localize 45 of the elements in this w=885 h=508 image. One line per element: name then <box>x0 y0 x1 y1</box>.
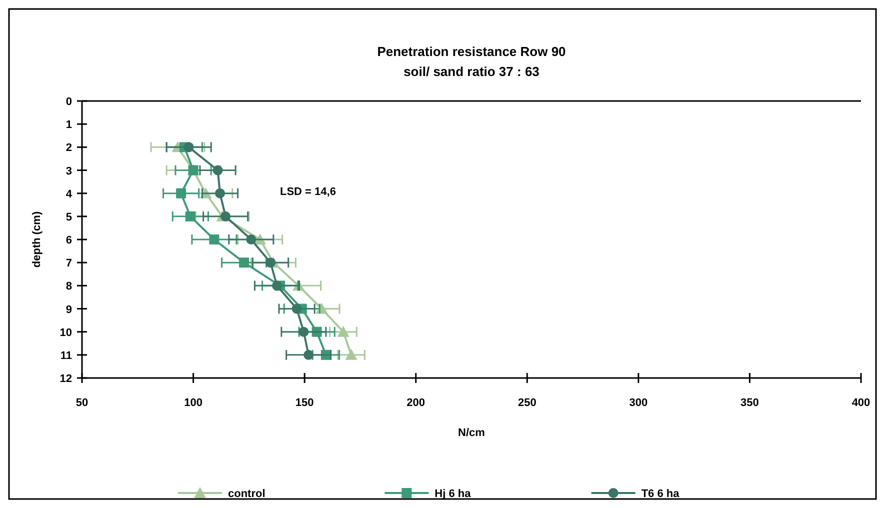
point <box>220 211 231 222</box>
x-tick-label: 250 <box>518 397 536 409</box>
y-tick-label: 11 <box>60 350 72 362</box>
point <box>239 258 250 268</box>
y-axis-title: depth (cm) <box>31 211 43 268</box>
y-tick-label: 4 <box>66 188 73 200</box>
point <box>304 350 314 360</box>
y-tick-label: 10 <box>60 326 72 339</box>
point <box>212 165 223 176</box>
point <box>272 280 282 291</box>
y-tick-label: 3 <box>66 165 72 178</box>
point <box>184 142 194 152</box>
chart-title: Penetration resistance Row 90 <box>377 44 566 59</box>
x-tick-label: 150 <box>295 397 314 409</box>
y-tick-label: 6 <box>66 234 72 246</box>
y-tick-label: 5 <box>66 211 72 224</box>
legend-label: T6 6 ha <box>641 488 680 500</box>
annotation: LSD = 14,6 <box>280 186 336 198</box>
x-tick-label: 50 <box>76 397 88 409</box>
legend-label: Hj 6 ha <box>434 488 472 500</box>
y-tick-label: 1 <box>66 119 72 132</box>
point <box>266 258 276 268</box>
point <box>298 326 309 337</box>
y-tick-label: 9 <box>66 304 72 316</box>
x-tick-label: 300 <box>629 397 648 409</box>
point <box>176 188 186 198</box>
point <box>214 188 225 198</box>
point <box>292 304 302 314</box>
point <box>185 211 196 222</box>
point <box>337 326 350 337</box>
y-tick-label: 0 <box>66 96 72 108</box>
point <box>209 234 220 244</box>
x-tick-label: 100 <box>184 397 202 409</box>
y-tick-label: 7 <box>66 258 72 270</box>
x-tick-label: 200 <box>406 397 426 409</box>
chart-subtitle: soil/ sand ratio 37 : 63 <box>404 64 540 79</box>
x-tick-label: 400 <box>852 397 870 409</box>
x-axis-title: N/cm <box>458 427 486 439</box>
y-tick-label: 2 <box>66 142 72 154</box>
y-tick-label: 12 <box>60 373 72 385</box>
point <box>246 234 256 244</box>
y-tick-label: 8 <box>66 280 72 293</box>
x-tick-label: 350 <box>740 397 759 409</box>
point <box>345 348 358 360</box>
legend-label: control <box>228 488 266 500</box>
